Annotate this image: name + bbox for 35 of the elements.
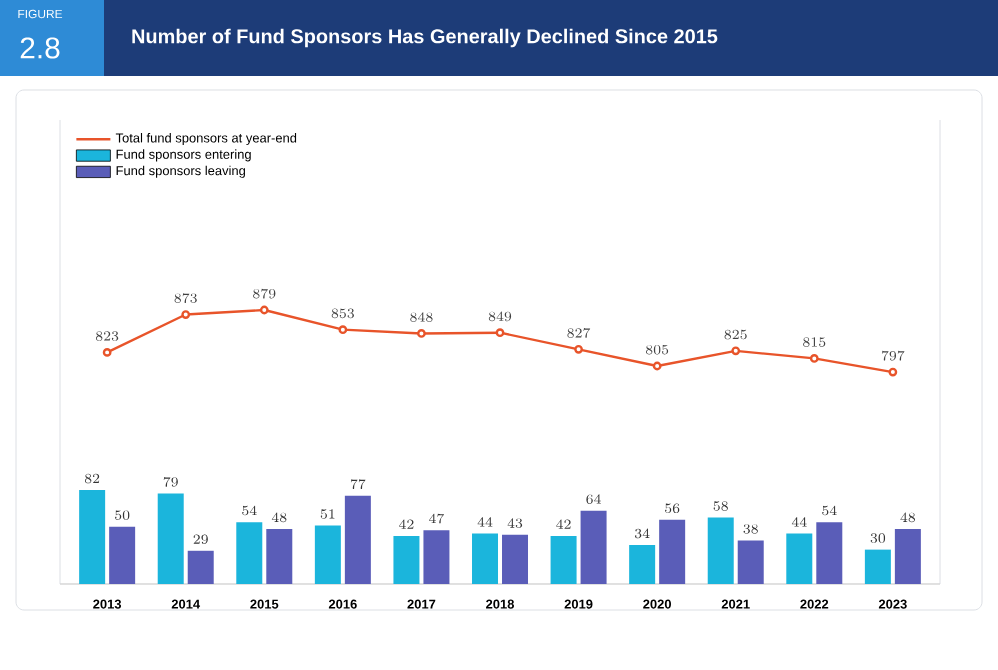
- bar: [236, 522, 263, 584]
- point: [102, 347, 112, 357]
- bar: [659, 519, 686, 584]
- bar: [786, 533, 813, 584]
- bar: [894, 529, 921, 584]
- point: [338, 325, 348, 335]
- bar: [502, 534, 529, 584]
- bar: [423, 530, 450, 584]
- bar: [629, 545, 656, 584]
- bar: [816, 522, 843, 584]
- text: 2.8: [20, 37, 60, 59]
- point: [495, 328, 505, 338]
- chart-title: Number of Fund Sponsors Has Generally Declined Since 2015: [132, 28, 718, 48]
- bar: [266, 529, 293, 584]
- bar: [314, 525, 341, 584]
- point: [888, 367, 898, 377]
- bar: [157, 493, 184, 584]
- bar: [550, 535, 577, 584]
- bar: [472, 533, 499, 584]
- bar: [344, 495, 371, 584]
- point: [417, 329, 426, 338]
- bar: [864, 549, 891, 584]
- point: [652, 361, 662, 371]
- bar: [707, 517, 734, 584]
- bar: [580, 510, 607, 584]
- point: [809, 354, 819, 363]
- bar: [79, 490, 106, 584]
- bar: [393, 535, 420, 584]
- point: [574, 344, 583, 354]
- bar: [109, 526, 136, 584]
- bar: [187, 550, 214, 584]
- point: [731, 346, 741, 356]
- bar: [737, 540, 764, 584]
- point: [259, 305, 269, 315]
- point: [181, 310, 191, 319]
